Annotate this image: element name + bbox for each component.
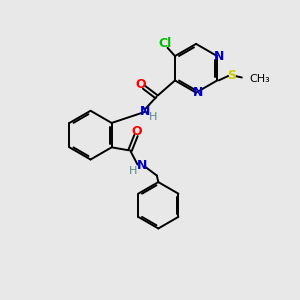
- Text: N: N: [214, 50, 224, 63]
- Text: O: O: [131, 125, 142, 138]
- Text: O: O: [135, 78, 146, 91]
- Text: Cl: Cl: [158, 37, 171, 50]
- Text: N: N: [140, 105, 151, 118]
- Text: N: N: [137, 159, 147, 172]
- Text: H: H: [149, 112, 158, 122]
- Text: CH₃: CH₃: [249, 74, 270, 84]
- Text: S: S: [227, 69, 236, 82]
- Text: H: H: [129, 166, 137, 176]
- Text: N: N: [193, 86, 203, 99]
